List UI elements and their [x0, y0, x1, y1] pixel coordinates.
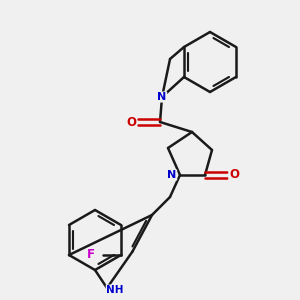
Text: O: O [229, 169, 239, 182]
Text: N: N [167, 170, 177, 180]
Text: O: O [126, 116, 136, 128]
Text: NH: NH [106, 285, 124, 295]
Text: N: N [158, 92, 166, 102]
Text: F: F [87, 248, 95, 262]
